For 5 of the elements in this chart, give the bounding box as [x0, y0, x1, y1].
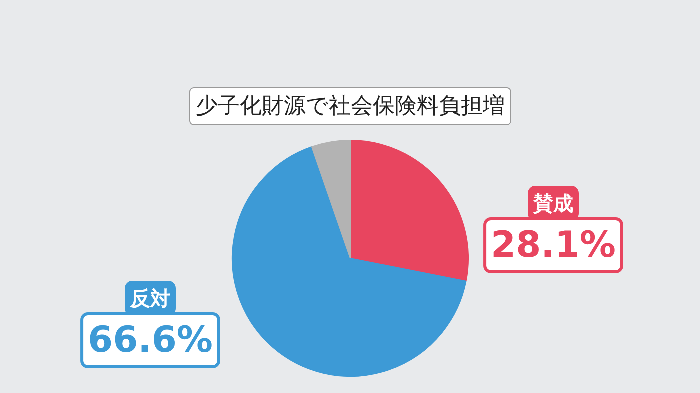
data-label: 66.6%	[88, 320, 213, 361]
slice-label: 反対	[130, 286, 170, 310]
slice-label: 賛成	[532, 192, 574, 216]
chart-title: 少子化財源で社会保険料負担増	[196, 94, 505, 119]
data-label: 28.1%	[491, 225, 616, 266]
